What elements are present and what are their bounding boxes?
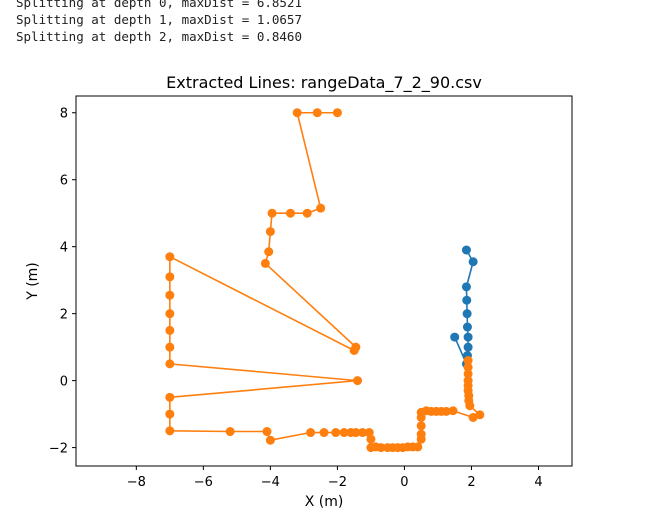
data-point — [225, 427, 235, 437]
data-point — [468, 257, 478, 267]
x-tick-label: 2 — [467, 475, 475, 490]
data-point — [413, 442, 423, 452]
data-point — [376, 443, 386, 453]
data-point — [165, 290, 175, 300]
data-point — [264, 247, 274, 257]
y-tick-label: 0 — [60, 375, 68, 390]
x-tick-label: −6 — [194, 475, 213, 490]
data-point — [339, 428, 349, 438]
data-point — [306, 428, 316, 438]
data-point — [165, 309, 175, 319]
y-tick-label: −2 — [49, 442, 68, 457]
x-tick-label: 4 — [534, 475, 542, 490]
series-line — [169, 111, 481, 449]
y-tick-label: 8 — [60, 107, 68, 122]
data-point — [416, 429, 426, 439]
y-tick-label: 4 — [60, 241, 68, 256]
x-tick-label: −8 — [127, 475, 146, 490]
console-line: Splitting at depth 0, maxDist = 6.8521 — [16, 0, 302, 10]
data-point — [353, 376, 363, 386]
data-point — [165, 392, 175, 402]
data-point — [351, 428, 361, 438]
data-point — [165, 359, 175, 369]
data-point — [463, 376, 473, 386]
data-point — [461, 245, 471, 255]
data-point — [316, 203, 326, 213]
data-point — [450, 332, 460, 342]
x-tick-label: −4 — [261, 475, 280, 490]
data-point — [319, 428, 329, 438]
data-point — [265, 227, 275, 237]
data-point — [165, 325, 175, 335]
data-point — [165, 342, 175, 352]
data-point — [475, 410, 485, 420]
data-point — [462, 295, 472, 305]
series-0 — [450, 245, 478, 369]
data-point — [461, 282, 471, 292]
data-point — [441, 406, 451, 416]
data-point — [302, 208, 312, 218]
y-tick-label: 6 — [60, 174, 68, 189]
data-point — [292, 108, 302, 118]
x-tick-label: 0 — [400, 475, 408, 490]
data-point — [366, 434, 376, 444]
data-point — [260, 258, 270, 268]
console-output: Splitting at depth 0, maxDist = 6.8521 S… — [16, 0, 656, 45]
x-axis: −8 −6 −4 −2 0 2 4 — [127, 466, 543, 490]
data-point — [463, 362, 473, 372]
series-1 — [165, 108, 485, 453]
y-tick-label: 2 — [60, 308, 68, 323]
data-point — [463, 356, 473, 366]
data-point — [463, 369, 473, 379]
data-point — [349, 345, 359, 355]
data-point — [165, 409, 175, 419]
data-point — [358, 428, 368, 438]
x-axis-label: X (m) — [305, 494, 344, 510]
data-point — [267, 208, 277, 218]
data-point — [331, 428, 341, 438]
data-point — [285, 208, 295, 218]
data-point — [262, 427, 272, 437]
y-axis: −2 0 2 4 6 8 — [49, 107, 76, 457]
data-point — [165, 426, 175, 436]
data-point — [165, 252, 175, 262]
y-axis-label: Y (m) — [25, 262, 41, 301]
data-point — [332, 108, 342, 118]
data-point — [462, 322, 472, 332]
data-point — [463, 332, 473, 342]
series-layer — [165, 108, 485, 453]
chart-title: Extracted Lines: rangeData_7_2_90.csv — [166, 73, 482, 93]
data-point — [165, 272, 175, 282]
data-point — [416, 421, 426, 431]
x-tick-label: −2 — [328, 475, 347, 490]
console-line: Splitting at depth 2, maxDist = 0.8460 — [16, 29, 302, 44]
plot-frame — [75, 95, 573, 467]
data-point — [312, 108, 322, 118]
data-point — [448, 406, 458, 416]
console-line: Splitting at depth 1, maxDist = 1.0657 — [16, 12, 302, 27]
data-point — [463, 342, 473, 352]
data-point — [462, 309, 472, 319]
data-point — [265, 435, 275, 445]
